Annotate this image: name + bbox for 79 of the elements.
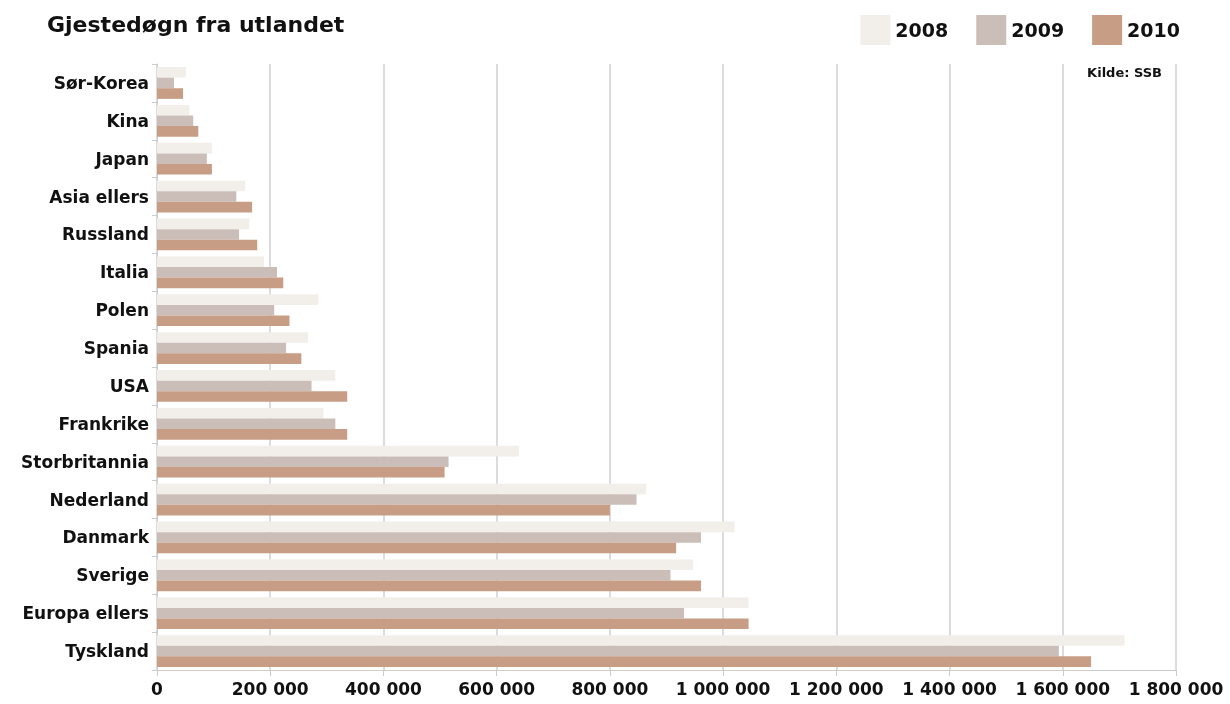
bar <box>157 163 212 175</box>
x-tick-label: 1 800 000 <box>1128 678 1224 699</box>
x-tick-label: 400 000 <box>345 678 423 699</box>
x-tick-label: 0 <box>151 678 164 699</box>
bar <box>157 570 671 581</box>
y-tick-label: Kina <box>106 110 149 131</box>
y-tick-label: Spania <box>83 338 149 359</box>
bar <box>157 304 275 316</box>
bar <box>157 104 190 116</box>
bar <box>157 229 240 240</box>
chart-title: Gjestedøgn fra utlandet <box>47 11 345 37</box>
x-tick-label: 600 000 <box>458 678 536 699</box>
bar <box>157 559 694 571</box>
bar <box>157 277 284 289</box>
bar <box>157 380 312 392</box>
bar <box>157 239 258 251</box>
bar <box>157 142 212 154</box>
legend-label: 2009 <box>1011 19 1065 41</box>
bar <box>157 153 207 164</box>
bar <box>157 77 174 89</box>
y-tick-label: Storbritannia <box>21 451 149 472</box>
bar <box>157 607 685 619</box>
y-tick-label: Sverige <box>76 565 149 586</box>
bar <box>157 456 449 467</box>
x-tick-label: 1 400 000 <box>902 678 998 699</box>
bar <box>157 597 749 608</box>
bar <box>157 504 610 516</box>
bar <box>157 315 290 327</box>
bar <box>157 618 749 630</box>
y-tick-label: Polen <box>95 300 149 321</box>
bar <box>157 645 1059 657</box>
y-tick-label: Russland <box>61 224 149 245</box>
bar <box>157 656 1092 667</box>
y-tick-label: Italia <box>99 262 149 283</box>
bar <box>157 407 324 419</box>
bar <box>157 180 246 192</box>
bar <box>157 483 647 495</box>
legend-label: 2010 <box>1127 19 1181 41</box>
bar <box>157 521 735 533</box>
annotation: Kilde: SSB <box>1087 65 1163 80</box>
x-tick-label: 1 200 000 <box>789 678 884 699</box>
bar <box>157 466 445 478</box>
bar <box>157 418 336 430</box>
y-tick-label: Asia ellers <box>49 186 149 207</box>
bar <box>157 580 702 592</box>
y-tick-label: Danmark <box>62 527 150 548</box>
bar <box>157 201 253 213</box>
bar <box>157 542 677 554</box>
bar <box>157 342 287 354</box>
x-tick-label: 1 600 000 <box>1015 678 1111 699</box>
bar <box>157 429 348 440</box>
y-tick-label: Europa ellers <box>22 603 149 624</box>
bar <box>157 267 278 278</box>
bar <box>157 218 250 230</box>
bar <box>157 191 237 202</box>
bar <box>157 532 702 543</box>
bar <box>157 391 348 402</box>
bar <box>157 332 309 343</box>
bar <box>157 635 1125 646</box>
x-tick-label: 200 000 <box>231 678 309 699</box>
bar <box>157 294 319 305</box>
y-tick-label: Japan <box>94 148 149 169</box>
y-tick-label: Sør-Korea <box>53 72 149 93</box>
y-tick-label: Tyskland <box>65 641 149 662</box>
bar <box>157 370 336 381</box>
bar <box>157 494 637 505</box>
bar <box>157 67 186 78</box>
bar <box>157 115 194 127</box>
bar <box>157 126 199 137</box>
y-tick-label: Nederland <box>49 489 149 510</box>
bar <box>157 256 264 268</box>
x-tick-label: 800 000 <box>571 678 649 699</box>
bar <box>157 353 302 364</box>
bar <box>157 88 184 99</box>
y-tick-label: Frankrike <box>58 413 149 434</box>
x-tick-label: 1 000 000 <box>675 678 771 699</box>
bar <box>157 445 519 457</box>
legend-label: 2008 <box>895 19 949 41</box>
y-tick-label: USA <box>109 375 150 396</box>
